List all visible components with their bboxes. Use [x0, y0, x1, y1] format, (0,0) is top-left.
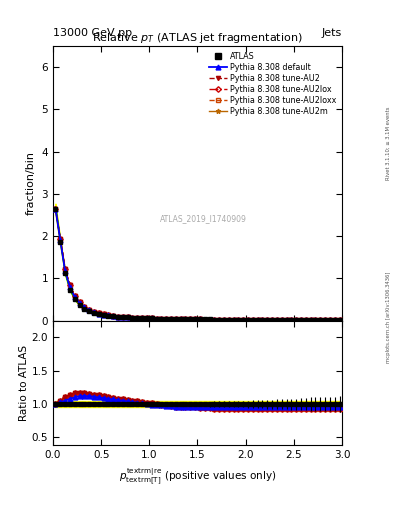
Text: 13000 GeV pp: 13000 GeV pp — [53, 28, 132, 38]
Legend: ATLAS, Pythia 8.308 default, Pythia 8.308 tune-AU2, Pythia 8.308 tune-AU2lox, Py: ATLAS, Pythia 8.308 default, Pythia 8.30… — [208, 50, 338, 117]
Text: ATLAS_2019_I1740909: ATLAS_2019_I1740909 — [160, 215, 247, 224]
X-axis label: $p_{\mathregular{textrm[T]}}^{\mathregular{textrm|re}}$ (positive values only): $p_{\mathregular{textrm[T]}}^{\mathregul… — [119, 466, 276, 486]
Title: Relative $p_T$ (ATLAS jet fragmentation): Relative $p_T$ (ATLAS jet fragmentation) — [92, 31, 303, 45]
Y-axis label: fraction/bin: fraction/bin — [26, 152, 36, 216]
Text: Jets: Jets — [321, 28, 342, 38]
Text: mcplots.cern.ch [arXiv:1306.3436]: mcplots.cern.ch [arXiv:1306.3436] — [386, 272, 391, 363]
Text: Rivet 3.1.10; ≥ 3.1M events: Rivet 3.1.10; ≥ 3.1M events — [386, 106, 391, 180]
Y-axis label: Ratio to ATLAS: Ratio to ATLAS — [19, 345, 29, 421]
